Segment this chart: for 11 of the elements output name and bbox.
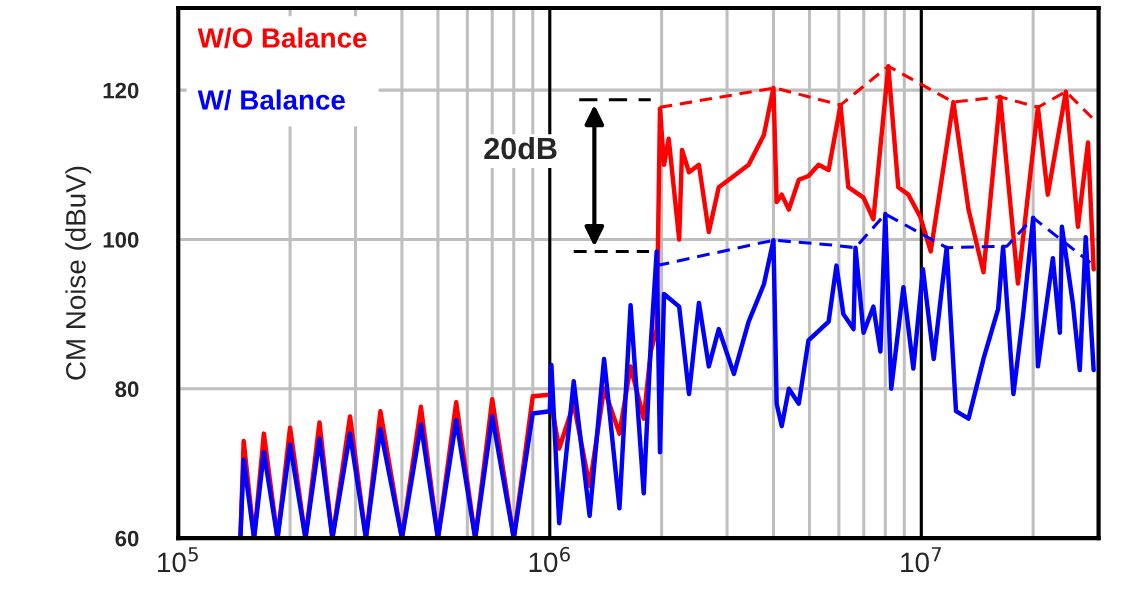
annotation: 20dB [484,136,557,160]
y-tick-label: 80 [115,381,139,398]
x-tick-label: 10$^{7}$ [901,547,941,573]
x-tick-label: 10$^{6}$ [529,546,570,573]
text: W/ Balance [197,89,345,111]
x-tick-label: 10$^{5}$ [158,547,198,573]
text: W/O Balance [197,27,367,49]
y-tick-label: 120 [103,82,139,99]
y-tick-label: 100 [103,231,139,248]
y-axis-title: CM Noise (dBuV) [65,166,92,380]
y-tick-label: 60 [115,530,139,547]
